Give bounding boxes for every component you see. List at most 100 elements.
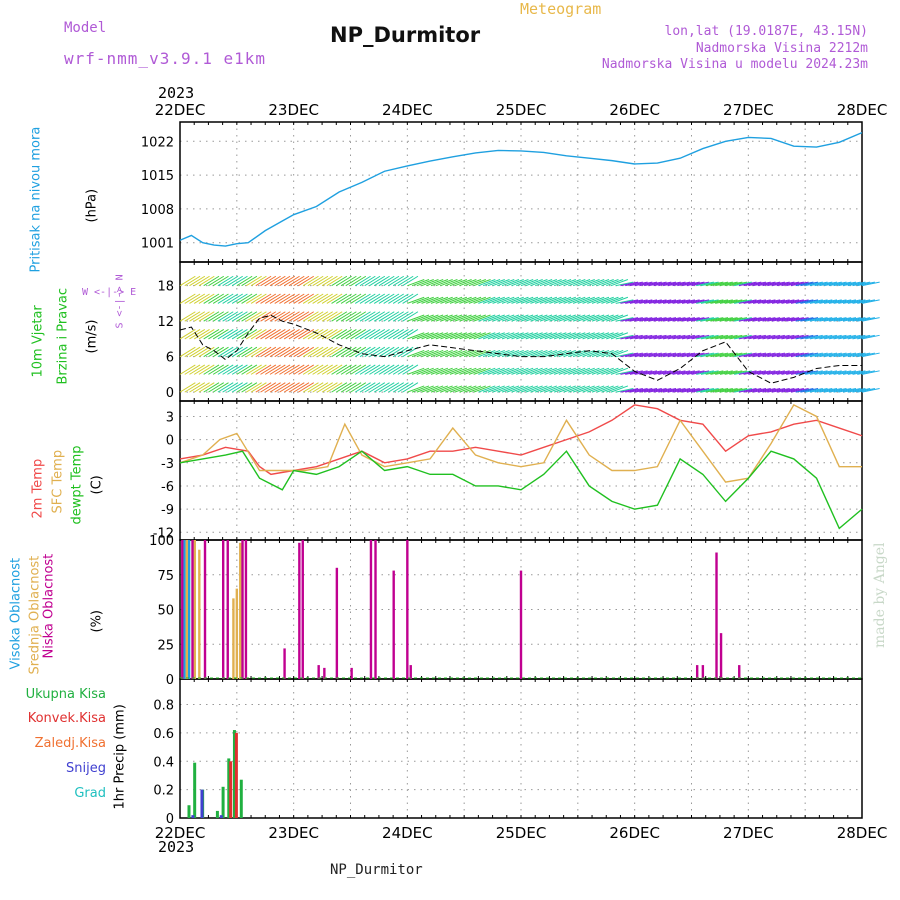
wind-barb [411,367,430,375]
wind-barb [317,275,333,287]
cloud-low-bar [244,540,248,679]
wind-barb [847,299,866,304]
wind-barb [625,370,643,375]
wind-barb [729,334,748,340]
wind-barb [435,385,453,393]
wind-barb [767,317,786,322]
y-tick-label: 0.6 [153,727,174,742]
wind-barb [601,385,619,393]
footer-station: NP_Durmitor [330,862,423,878]
wind-barb [615,317,634,322]
wind-barb [852,299,871,304]
product-title: Meteogram [520,0,602,18]
wind-barb [274,364,291,375]
wind-barb [435,279,453,287]
y-tick-label: 0 [166,812,174,827]
wind-barb [639,334,658,340]
wind-barb [790,299,809,304]
wind-barb [179,382,196,393]
x-tick-label-top: 27DEC [723,101,774,119]
wind-barb [307,382,324,393]
wind-barb [478,349,496,358]
wind-barb [677,281,696,287]
wind-barb [852,281,871,287]
wind-barb [644,281,662,287]
wind-barb [662,388,681,393]
wind-barb [383,329,400,340]
wind-barb [487,296,505,304]
wind-barb [752,352,771,358]
wind-barb [771,388,790,393]
wind-barb [776,281,795,287]
wind-barb [331,382,348,393]
wind-barb [625,352,643,358]
wind-barb [587,332,605,340]
wind-barb [378,293,395,304]
wind-barb [653,334,672,340]
wind-barb [293,329,310,340]
wind-barb [558,314,576,322]
wind-barb [317,346,333,358]
wind-barb [757,352,776,358]
wind-barb [359,311,376,322]
wind-barb [658,370,677,375]
wind-barb [279,275,296,287]
wind-barb [411,314,430,322]
wind-barb [454,314,472,322]
wind-barb [208,311,225,322]
wind-barb [629,317,648,322]
wind-barb [824,388,842,393]
wind-barb [535,385,553,393]
wind-barb [591,385,610,393]
wind-barb [231,329,248,340]
wind-barb [795,370,814,375]
y-tick-label: 0.8 [153,699,174,714]
wind-barb [520,332,539,340]
precip-legend-conv: Konvek.Kisa [27,711,106,726]
wind-barb [634,317,653,322]
wind-barb [426,332,444,340]
wind-barb [222,364,239,375]
y-tick-label: 0 [166,434,174,449]
wind-barb [345,275,362,287]
wind-barb [430,385,449,393]
cloud-mid-bar [235,588,239,679]
wind-barb [293,364,310,375]
wind-barb [582,385,600,393]
wind-barb [857,352,876,358]
wind-barb [686,388,705,393]
wind-barb [317,293,333,304]
wind-barb [279,382,296,393]
y-tick-label: 1001 [141,237,174,252]
y-tick-label: 1022 [141,135,174,150]
wind-barb [634,334,653,340]
wind-barb [667,317,686,322]
wind-barb [359,364,376,375]
wind-barb [805,317,823,322]
wind-barb [563,296,581,304]
wind-barb [241,329,258,340]
wind-barb [421,385,439,393]
wind-barb [790,370,809,375]
wind-barb [719,370,738,375]
wind-barb [501,385,520,393]
wind-barb [620,281,639,287]
wind-barb [350,311,367,322]
wind-barb [506,385,524,393]
wind-barb [468,367,486,375]
wind-barb [672,281,691,287]
wind-barb [227,364,243,375]
wind-barb [530,367,548,375]
wind-barb [189,293,206,304]
wind-barb [279,346,296,358]
wind-barb [553,332,572,340]
wind-barb [591,279,610,287]
wind-barb [497,332,515,340]
wind-barb [378,311,395,322]
wind-barb [752,317,771,322]
wind-barb [842,352,861,358]
wind-barb [373,329,390,340]
wind-barb [255,329,272,340]
wind-barb [743,334,762,340]
wind-barb [516,385,534,393]
